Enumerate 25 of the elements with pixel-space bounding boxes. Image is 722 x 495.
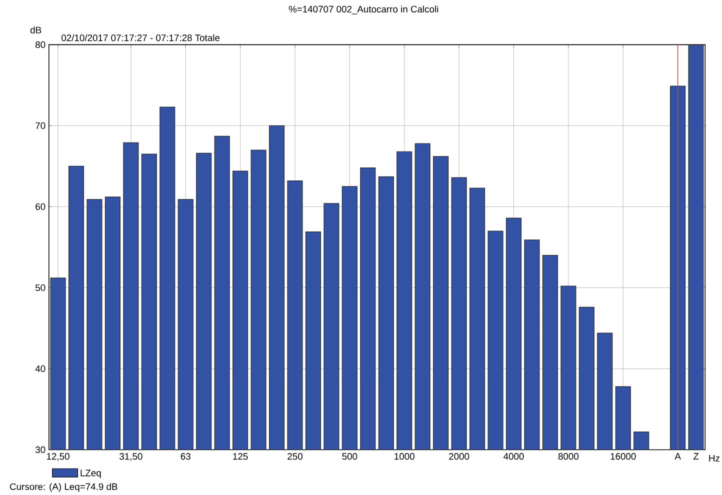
y-tick-label: 80: [36, 41, 46, 48]
chart-subtitle: 02/10/2017 07:17:27 - 07:17:28 Totale: [62, 34, 220, 41]
y-tick-label: 60: [36, 203, 46, 210]
y-tick-label: 30: [35, 446, 46, 453]
x-tick-label: A: [674, 452, 681, 460]
x-tick-label: 31,50: [120, 452, 142, 461]
x-tick-label: 63: [180, 452, 190, 460]
x-tick-label: Z: [693, 452, 699, 460]
x-axis-title: Hz: [709, 454, 720, 462]
y-tick-label: 70: [36, 122, 46, 129]
y-axis-title: dB: [30, 26, 42, 34]
chart-title: %=140707 002_Autocarro in Calcoli: [288, 5, 438, 14]
x-tick-label: 1000: [394, 452, 414, 460]
legend-label: LZeq: [80, 470, 101, 478]
x-tick-label: 8000: [558, 452, 578, 460]
x-tick-label: 125: [233, 452, 248, 460]
x-tick-label: 2000: [449, 452, 470, 460]
x-tick-label: 500: [342, 452, 358, 460]
x-tick-label: 16000: [610, 452, 636, 460]
x-tick-label: 12,50: [46, 452, 70, 461]
x-tick-label: 250: [288, 452, 302, 460]
y-tick-label: 40: [35, 365, 46, 372]
x-tick-label: 4000: [503, 452, 524, 460]
y-tick-label: 50: [35, 284, 46, 291]
text: Cursore: (A) Leq=74.9 dB: [10, 482, 118, 492]
